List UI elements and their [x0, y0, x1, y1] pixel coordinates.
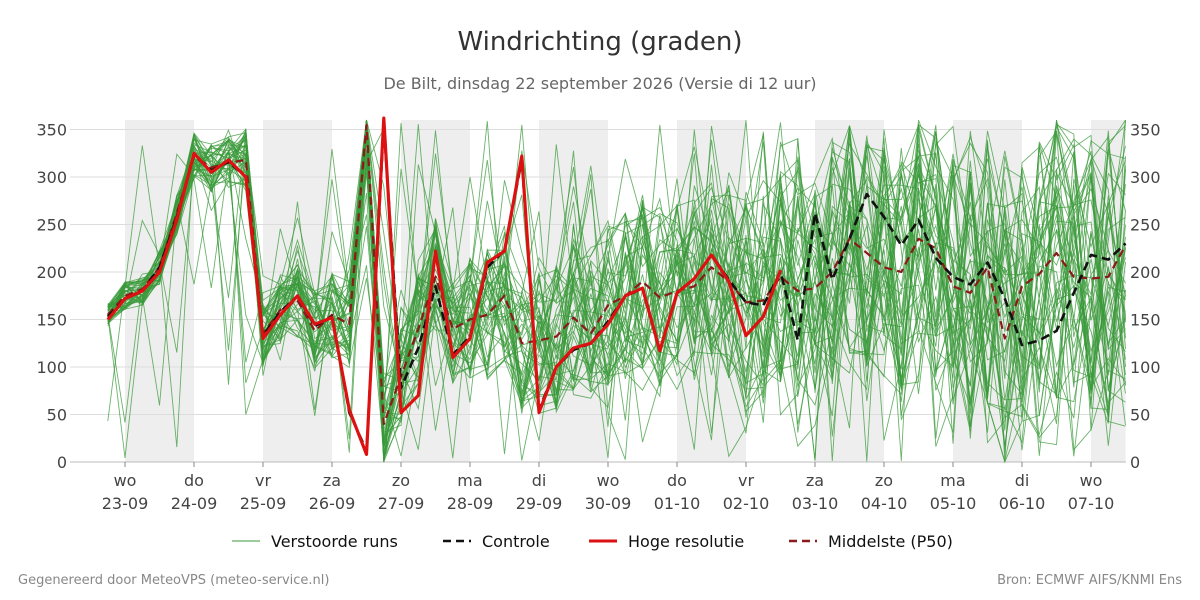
ensemble-member-30 — [107, 123, 1126, 462]
x-tick-date-12: 05-10 — [930, 494, 977, 513]
y-tick-right-100: 100 — [1130, 358, 1161, 377]
x-tick-date-0: 23-09 — [102, 494, 149, 513]
x-tick-weekday-7: wo — [597, 471, 620, 490]
ensemble-member-23 — [107, 135, 1126, 458]
x-tick-date-1: 24-09 — [171, 494, 218, 513]
footer-left: Gegenereerd door MeteoVPS (meteo-service… — [18, 573, 329, 588]
y-tick-left-50: 50 — [47, 406, 67, 425]
y-tick-right-350: 350 — [1130, 121, 1161, 140]
y-tick-left-0: 0 — [57, 453, 67, 472]
main-series — [106, 116, 1127, 456]
x-tick-date-13: 06-10 — [999, 494, 1046, 513]
x-tick-date-6: 29-09 — [516, 494, 563, 513]
legend-label-0: Verstoorde runs — [271, 532, 398, 551]
x-tick-weekday-9: vr — [738, 471, 754, 490]
ensemble-member-25 — [107, 119, 1126, 447]
x-tick-date-2: 25-09 — [240, 494, 287, 513]
ensemble-member-34 — [107, 120, 1126, 457]
x-tick-weekday-5: ma — [457, 471, 482, 490]
legend-label-1: Controle — [482, 532, 550, 551]
x-tick-date-9: 02-10 — [723, 494, 770, 513]
ensemble-member-47 — [107, 119, 1126, 461]
series-hoge-resolutie — [106, 116, 783, 456]
x-tick-date-5: 28-09 — [447, 494, 494, 513]
y-tick-left-150: 150 — [36, 311, 67, 330]
x-tick-date-7: 30-09 — [585, 494, 632, 513]
y-tick-left-100: 100 — [36, 358, 67, 377]
x-tick-date-11: 04-10 — [861, 494, 908, 513]
x-tick-weekday-4: zo — [392, 471, 410, 490]
y-tick-right-150: 150 — [1130, 311, 1161, 330]
chart-title: Windrichting (graden) — [457, 27, 742, 57]
y-tick-left-250: 250 — [36, 216, 67, 235]
x-tick-weekday-10: za — [806, 471, 824, 490]
y-tick-left-200: 200 — [36, 263, 67, 282]
y-tick-left-300: 300 — [36, 168, 67, 187]
y-tick-right-200: 200 — [1130, 263, 1161, 282]
x-tick-date-4: 27-09 — [378, 494, 425, 513]
x-tick-date-10: 03-10 — [792, 494, 839, 513]
chart-subtitle: De Bilt, dinsdag 22 september 2026 (Vers… — [383, 74, 816, 93]
x-tick-weekday-8: do — [667, 471, 687, 490]
ensemble-member-40 — [107, 119, 1126, 451]
y-tick-right-0: 0 — [1130, 453, 1140, 472]
x-tick-weekday-14: wo — [1080, 471, 1103, 490]
x-tick-weekday-6: di — [532, 471, 547, 490]
y-tick-right-250: 250 — [1130, 216, 1161, 235]
x-tick-weekday-12: ma — [940, 471, 965, 490]
x-tick-weekday-13: di — [1015, 471, 1030, 490]
x-tick-weekday-3: za — [323, 471, 341, 490]
y-tick-left-350: 350 — [36, 121, 67, 140]
legend-label-2: Hoge resolutie — [628, 532, 744, 551]
ensemble-member-48 — [107, 150, 1126, 451]
series-controle — [106, 123, 1127, 452]
x-axis: wo 23-09 do 24-09 vr 25-09 za 26-09 zo 27-09 ma 28-… — [102, 462, 1115, 513]
y-tick-right-50: 50 — [1130, 406, 1150, 425]
legend: Verstoorde runs Controle Hoge resolutie Mid… — [232, 532, 953, 551]
x-tick-date-8: 01-10 — [654, 494, 701, 513]
y-tick-right-300: 300 — [1130, 168, 1161, 187]
x-tick-weekday-2: vr — [255, 471, 271, 490]
x-tick-weekday-0: wo — [114, 471, 137, 490]
x-tick-weekday-11: zo — [875, 471, 893, 490]
x-tick-date-14: 07-10 — [1068, 494, 1115, 513]
y-axis: 0 0 50 50 100 100 150 150 200 200 250 250 300 300 350 3… — [36, 121, 1160, 473]
legend-label-3: Middelste (P50) — [828, 532, 953, 551]
x-tick-weekday-1: do — [184, 471, 204, 490]
x-tick-date-3: 26-09 — [309, 494, 356, 513]
footer-right: Bron: ECMWF AIFS/KNMI Ens — [997, 573, 1182, 588]
